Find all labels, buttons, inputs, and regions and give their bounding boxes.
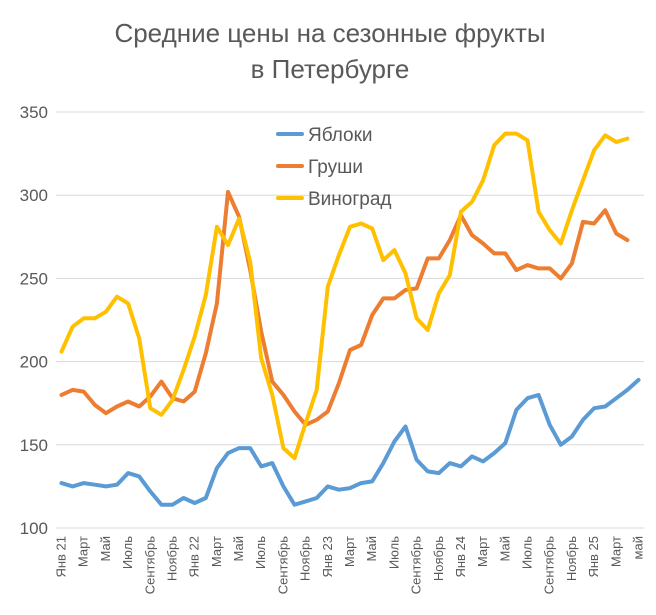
y-tick-label: 200 xyxy=(20,353,48,372)
x-tick-label: Сентябрь xyxy=(409,536,424,594)
x-tick-label: Янв 25 xyxy=(586,536,601,578)
y-tick-label: 150 xyxy=(20,436,48,455)
x-tick-label: Янв 22 xyxy=(187,536,202,578)
series-line xyxy=(59,377,641,507)
chart-title: Средние цены на сезонные фрукты xyxy=(114,18,545,48)
x-tick-label: Ноябрь xyxy=(164,536,179,581)
legend-label: Яблоки xyxy=(308,125,373,146)
x-tick-label: Май xyxy=(497,536,512,561)
series-line xyxy=(59,189,630,427)
x-tick-label: Янв 23 xyxy=(320,536,335,578)
x-tick-label: Сентябрь xyxy=(275,536,290,594)
legend-label: Груши xyxy=(308,157,363,178)
x-tick-label: Май xyxy=(364,536,379,561)
x-tick-label: Сентябрь xyxy=(142,536,157,594)
y-tick-label: 250 xyxy=(20,269,48,288)
x-tick-label: Июль xyxy=(520,536,535,569)
x-tick-label: Ноябрь xyxy=(564,536,579,581)
chart-title: в Петербурге xyxy=(251,54,410,84)
x-tick-label: Июль xyxy=(386,536,401,569)
y-tick-label: 100 xyxy=(20,519,48,538)
x-tick-label: Янв 21 xyxy=(54,536,69,578)
x-tick-label: Июль xyxy=(120,536,135,569)
x-tick-label: Июль xyxy=(253,536,268,569)
x-tick-label: Май xyxy=(98,536,113,561)
x-tick-label: май xyxy=(630,536,645,559)
x-tick-label: Янв 24 xyxy=(453,536,468,578)
x-tick-label: Ноябрь xyxy=(431,536,446,581)
series-line xyxy=(59,131,630,461)
x-tick-label: Март xyxy=(342,536,357,567)
y-tick-label: 350 xyxy=(20,103,48,122)
x-tick-label: Май xyxy=(231,536,246,561)
x-tick-label: Март xyxy=(209,536,224,567)
x-tick-label: Март xyxy=(76,536,91,567)
x-tick-label: Март xyxy=(608,536,623,567)
y-tick-label: 300 xyxy=(20,186,48,205)
x-tick-label: Сентябрь xyxy=(542,536,557,594)
legend-label: Виноград xyxy=(308,189,392,210)
x-tick-label: Ноябрь xyxy=(298,536,313,581)
x-tick-label: Март xyxy=(475,536,490,567)
